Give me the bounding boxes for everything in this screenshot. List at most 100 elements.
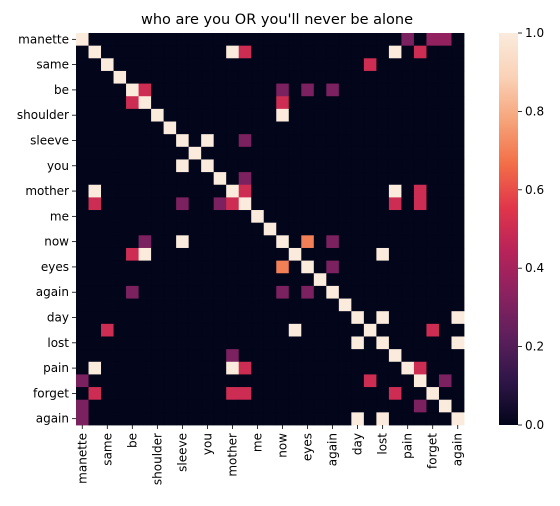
heatmap-cell xyxy=(201,96,215,110)
heatmap-cell xyxy=(401,387,415,401)
heatmap-cell xyxy=(251,83,265,97)
heatmap-cell xyxy=(288,412,302,426)
heatmap-cell xyxy=(113,108,127,122)
heatmap-cell xyxy=(363,374,377,388)
heatmap-cell xyxy=(301,108,315,122)
heatmap-cell xyxy=(263,374,277,388)
heatmap-cell xyxy=(351,298,365,312)
heatmap-cell xyxy=(376,311,390,325)
heatmap-cell xyxy=(363,96,377,110)
heatmap-cell xyxy=(251,108,265,122)
heatmap-cell xyxy=(376,374,390,388)
heatmap-cell xyxy=(213,96,227,110)
heatmap-cell xyxy=(438,387,452,401)
heatmap-cell xyxy=(326,121,340,135)
y-tick-label: day xyxy=(47,311,69,325)
heatmap-cell xyxy=(451,197,465,211)
heatmap-cell xyxy=(438,159,452,173)
heatmap-cell xyxy=(151,336,165,350)
heatmap-cell xyxy=(113,412,127,426)
heatmap-cell xyxy=(451,412,465,426)
heatmap-cell xyxy=(276,260,290,274)
heatmap-cell xyxy=(201,298,215,312)
heatmap-cell xyxy=(338,83,352,97)
heatmap-cell xyxy=(301,323,315,337)
heatmap-cell xyxy=(376,349,390,363)
heatmap-cell xyxy=(138,121,152,135)
x-axis: manette same be shoulder sleeve you mother me no… xyxy=(75,425,465,485)
heatmap-cell xyxy=(388,58,402,72)
heatmap-cell xyxy=(351,349,365,363)
heatmap-cell xyxy=(238,323,252,337)
heatmap-cell xyxy=(363,184,377,198)
heatmap-cell xyxy=(313,96,327,110)
heatmap-cell xyxy=(113,83,127,97)
heatmap-cell xyxy=(126,285,139,299)
heatmap-cell xyxy=(451,70,465,84)
heatmap-cell xyxy=(451,159,465,173)
heatmap-cell xyxy=(176,108,190,122)
heatmap-cell xyxy=(313,247,327,262)
heatmap-cell xyxy=(401,83,415,97)
heatmap-cell xyxy=(351,146,365,160)
heatmap-cell xyxy=(276,134,290,148)
heatmap-cell xyxy=(176,273,190,287)
heatmap-cell xyxy=(363,311,377,325)
heatmap-cell xyxy=(126,361,139,375)
heatmap-cell xyxy=(226,399,240,413)
colorbar-axis: 0.0 0.2 0.4 0.6 0.8 1.0 xyxy=(518,26,544,432)
heatmap-cell xyxy=(126,184,139,198)
heatmap-cell xyxy=(188,172,202,186)
heatmap-cell xyxy=(76,412,89,426)
heatmap-cell xyxy=(151,108,165,122)
heatmap-cell xyxy=(426,121,440,135)
heatmap-cell xyxy=(138,323,152,337)
heatmap-cell xyxy=(388,210,402,224)
heatmap-cell xyxy=(351,159,365,173)
heatmap-cell xyxy=(263,260,277,274)
heatmap-cell xyxy=(126,349,139,363)
heatmap-cell xyxy=(313,172,327,186)
heatmap-cell xyxy=(163,159,177,173)
y-tick-label: forget xyxy=(33,386,69,400)
heatmap-cell xyxy=(388,184,402,198)
heatmap-cell xyxy=(438,184,452,198)
heatmap-cell xyxy=(251,172,265,186)
heatmap-cell xyxy=(451,235,465,249)
heatmap-cell xyxy=(201,374,215,388)
heatmap-cell xyxy=(263,121,277,135)
heatmap-cell xyxy=(401,146,415,160)
heatmap-cell xyxy=(138,33,152,47)
heatmap-cell xyxy=(338,285,352,299)
heatmap-cell xyxy=(276,70,290,84)
heatmap-cell xyxy=(138,336,152,350)
heatmap-cell xyxy=(363,172,377,186)
heatmap-cell xyxy=(163,285,177,299)
heatmap-cell xyxy=(101,96,114,110)
heatmap-cell xyxy=(88,172,102,186)
heatmap-cell xyxy=(76,285,89,299)
heatmap-cell xyxy=(113,33,127,47)
heatmap-cell xyxy=(188,96,202,110)
heatmap-cell xyxy=(326,210,340,224)
heatmap-cell xyxy=(101,361,114,375)
heatmap-cell xyxy=(263,361,277,375)
heatmap-cell xyxy=(451,33,465,47)
heatmap-cell xyxy=(301,222,315,236)
heatmap-cell xyxy=(76,222,89,236)
heatmap-cell xyxy=(201,311,215,325)
heatmap-cell xyxy=(101,121,114,135)
heatmap-cell xyxy=(451,285,465,299)
heatmap-cell xyxy=(163,336,177,350)
heatmap-cell xyxy=(238,159,252,173)
heatmap-cell xyxy=(238,134,252,148)
heatmap-cell xyxy=(338,361,352,375)
heatmap-cell xyxy=(376,361,390,375)
heatmap-cell xyxy=(113,70,127,84)
heatmap-cell xyxy=(126,96,139,110)
heatmap-cell xyxy=(363,45,377,59)
heatmap-cell xyxy=(263,311,277,325)
heatmap-cell xyxy=(226,197,240,211)
heatmap-cell xyxy=(351,45,365,59)
heatmap-cell xyxy=(151,146,165,160)
